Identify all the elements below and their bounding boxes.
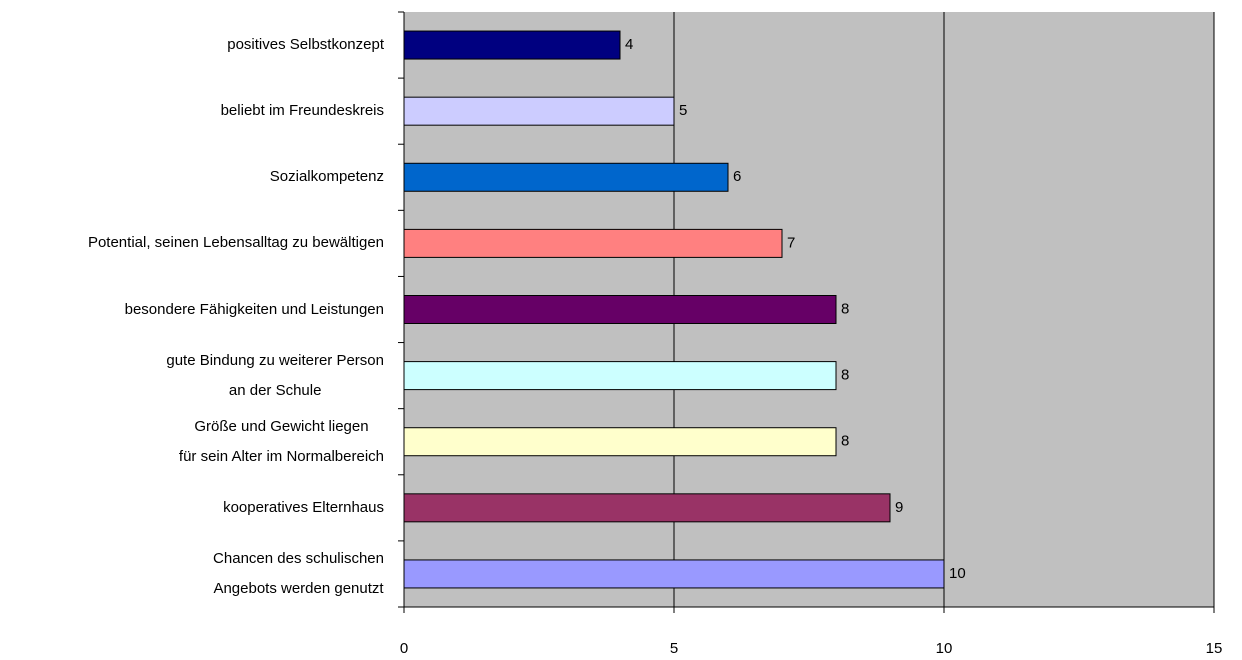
category-label: beliebt im Freundeskreis — [220, 102, 384, 120]
bar — [403, 295, 837, 324]
x-tick-label: 5 — [670, 640, 678, 657]
bar — [403, 96, 675, 126]
bar — [403, 493, 891, 523]
bar — [403, 361, 837, 391]
x-tick-label: 0 — [400, 640, 408, 657]
value-label: 7 — [787, 234, 795, 251]
category-label: Sozialkompetenz — [269, 168, 384, 186]
value-label: 10 — [949, 565, 966, 582]
category-label: Potential, seinen Lebensalltag zu bewält… — [87, 234, 384, 252]
category-label: kooperatives Elternhaus — [223, 498, 384, 516]
bar — [403, 427, 837, 457]
value-label: 6 — [733, 168, 741, 185]
bar — [403, 30, 621, 60]
bar — [403, 559, 945, 589]
bar — [403, 162, 729, 192]
category-label: Chancen des schulischen Angebots werden … — [213, 549, 384, 597]
category-label: Größe und Gewicht liegen für sein Alter … — [178, 417, 384, 465]
value-label: 8 — [841, 300, 849, 317]
x-tick-label: 15 — [1206, 640, 1223, 657]
category-label: gute Bindung zu weiterer Person an der S… — [166, 351, 384, 399]
category-label: positives Selbstkonzept — [227, 36, 384, 54]
value-label: 5 — [679, 102, 687, 119]
value-label: 4 — [625, 36, 633, 53]
value-label: 8 — [841, 433, 849, 450]
value-label: 8 — [841, 367, 849, 384]
x-tick-label: 10 — [936, 640, 953, 657]
bar — [403, 228, 783, 258]
category-label: besondere Fähigkeiten und Leistungen — [124, 300, 384, 318]
value-label: 9 — [895, 499, 903, 516]
